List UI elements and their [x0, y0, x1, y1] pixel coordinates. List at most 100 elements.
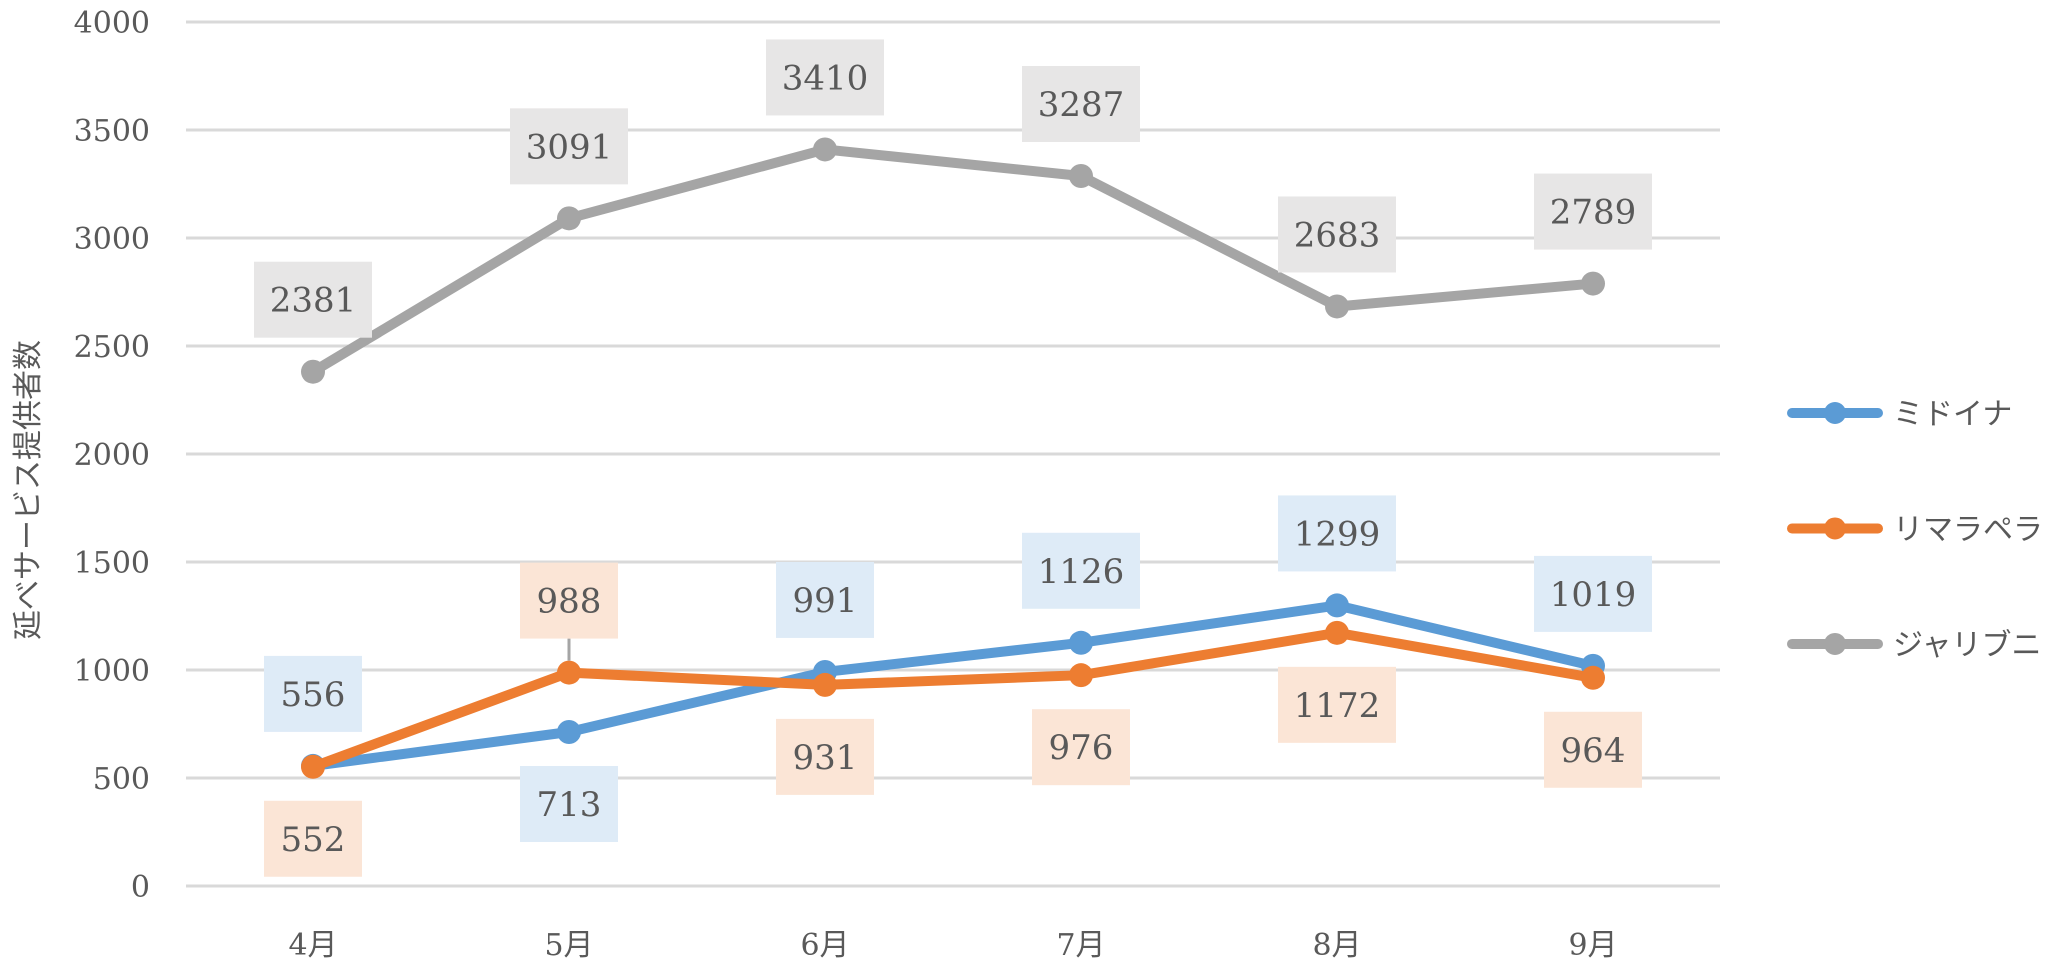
- y-tick-label: 1500: [74, 546, 150, 581]
- legend-item: ジャリブニ: [1787, 628, 2042, 663]
- data-label: 988: [520, 562, 618, 661]
- data-label: 991: [776, 561, 874, 638]
- data-label: 3091: [510, 108, 628, 185]
- x-axis-ticks: 4月 5月 6月 7月 8月 9月: [288, 928, 1617, 962]
- data-label: 552: [264, 800, 362, 877]
- data-label-text: 1126: [1038, 552, 1125, 592]
- data-point: [1581, 271, 1605, 296]
- data-label-text: 931: [793, 738, 858, 778]
- data-point: [1325, 620, 1349, 645]
- data-label-text: 964: [1561, 731, 1626, 771]
- data-point: [1325, 593, 1349, 618]
- data-point: [557, 660, 581, 685]
- legend-item: ミドイナ: [1787, 397, 2012, 432]
- data-label-text: 988: [537, 582, 602, 622]
- data-label-box: [1278, 666, 1396, 743]
- y-tick-label: 0: [131, 870, 150, 905]
- y-tick-label: 500: [93, 762, 150, 797]
- y-tick-label: 2500: [74, 330, 150, 365]
- data-label-text: 556: [281, 675, 346, 715]
- data-point: [301, 359, 325, 384]
- data-label-box: [1278, 495, 1396, 572]
- data-label-text: 3410: [782, 58, 869, 98]
- data-label: 964: [1544, 711, 1642, 788]
- data-label-box: [1278, 196, 1396, 273]
- data-label-box: [520, 562, 618, 639]
- data-label: 2683: [1278, 196, 1396, 273]
- x-tick-label: 9月: [1568, 928, 1617, 962]
- data-label: 1299: [1278, 495, 1396, 572]
- data-label: 931: [776, 718, 874, 795]
- data-point: [1069, 630, 1093, 655]
- data-label: 1126: [1022, 532, 1140, 609]
- x-tick-label: 6月: [800, 928, 849, 962]
- data-point: [557, 719, 581, 744]
- series-line: [308, 144, 1598, 377]
- data-label-box: [264, 655, 362, 732]
- data-label-text: 3287: [1038, 85, 1125, 125]
- series-2: [301, 620, 1605, 779]
- x-tick-label: 5月: [544, 928, 593, 962]
- data-labels: 556 713 991 1126 1299 1019 552 988 931 976 1172 964…: [254, 39, 1652, 877]
- data-point: [1069, 164, 1093, 189]
- data-label: 1172: [1278, 666, 1396, 743]
- data-label: 713: [520, 765, 618, 842]
- series-3: [301, 137, 1605, 384]
- legend-label: ミドイナ: [1893, 397, 2012, 432]
- y-tick-label: 3000: [74, 222, 150, 257]
- y-tick-label: 2000: [74, 438, 150, 473]
- y-tick-label: 3500: [74, 114, 150, 149]
- data-label: 3410: [766, 39, 884, 116]
- legend-label: リマラペラ: [1893, 512, 2043, 547]
- data-label-text: 2683: [1294, 215, 1381, 255]
- data-point: [1069, 663, 1093, 688]
- data-label: 2381: [254, 261, 372, 338]
- gridlines: [186, 20, 1720, 888]
- data-point: [813, 672, 837, 697]
- legend-item: リマラペラ: [1787, 512, 2043, 547]
- data-label-text: 1299: [1294, 514, 1381, 554]
- data-label-box: [1534, 173, 1652, 250]
- data-point: [813, 137, 837, 162]
- data-point: [1325, 294, 1349, 319]
- series-line: [308, 627, 1598, 772]
- data-label-box: [264, 800, 362, 877]
- data-label-box: [766, 39, 884, 116]
- data-label-text: 1172: [1294, 686, 1381, 726]
- legend-marker: [1824, 517, 1846, 540]
- data-label-box: [1032, 709, 1130, 786]
- data-label-box: [776, 561, 874, 638]
- data-label-text: 976: [1049, 728, 1114, 768]
- data-label-text: 3091: [526, 127, 613, 167]
- x-tick-label: 4月: [288, 928, 337, 962]
- legend-label: ジャリブニ: [1893, 628, 2042, 663]
- data-label-box: [1022, 66, 1140, 143]
- data-label-text: 2789: [1550, 193, 1637, 233]
- data-label-box: [1534, 555, 1652, 632]
- x-tick-label: 8月: [1312, 928, 1361, 962]
- data-label-box: [510, 108, 628, 185]
- legend-marker: [1824, 402, 1846, 424]
- data-label-text: 552: [281, 820, 346, 860]
- data-label: 976: [1032, 709, 1130, 786]
- series-lines: [301, 137, 1605, 779]
- data-point: [1581, 665, 1605, 690]
- y-axis-title: 延べサービス提供者数: [11, 340, 46, 640]
- data-label-box: [520, 765, 618, 842]
- y-tick-label: 4000: [74, 6, 150, 41]
- y-tick-label: 1000: [74, 654, 150, 689]
- data-label-box: [1544, 711, 1642, 788]
- data-label: 2789: [1534, 173, 1652, 250]
- data-label-text: 713: [537, 785, 602, 825]
- series-line: [308, 600, 1598, 771]
- data-label-text: 991: [793, 581, 858, 621]
- y-axis-ticks: 0 500 1000 1500 2000 2500 3000 3500 4000: [74, 6, 150, 905]
- data-label-text: 1019: [1550, 575, 1637, 615]
- series-1: [301, 593, 1605, 778]
- data-label-box: [1022, 532, 1140, 609]
- x-tick-label: 7月: [1056, 928, 1105, 962]
- data-label-box: [254, 261, 372, 338]
- data-label: 556: [264, 655, 362, 732]
